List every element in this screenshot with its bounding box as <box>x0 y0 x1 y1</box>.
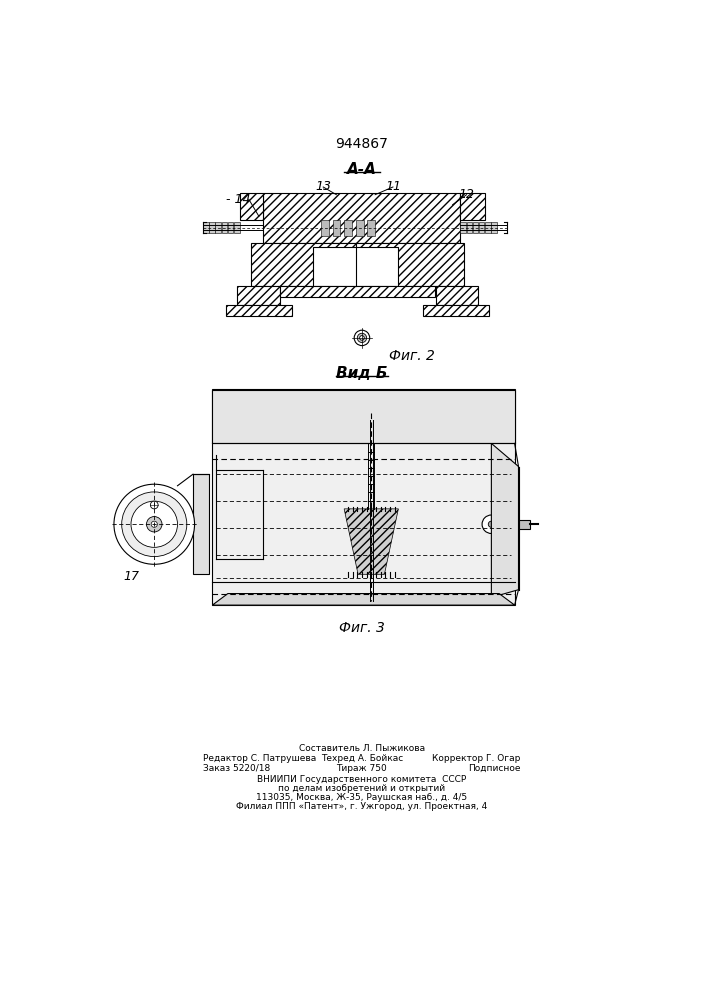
Circle shape <box>122 492 187 557</box>
Bar <box>313 247 398 286</box>
Bar <box>368 220 375 235</box>
Bar <box>356 220 363 235</box>
Text: 944867: 944867 <box>336 137 388 151</box>
Text: 17: 17 <box>123 570 139 583</box>
Bar <box>344 220 352 235</box>
Bar <box>255 390 464 420</box>
Circle shape <box>489 521 494 527</box>
Polygon shape <box>212 594 515 605</box>
Polygon shape <box>344 509 398 574</box>
Bar <box>467 222 472 233</box>
Text: - 14: - 14 <box>226 193 251 206</box>
Bar <box>212 389 515 443</box>
Bar <box>237 286 280 305</box>
Circle shape <box>354 330 370 346</box>
Text: Подписное: Подписное <box>468 764 521 773</box>
Text: 13: 13 <box>315 180 331 193</box>
Bar <box>436 286 478 305</box>
Bar <box>240 193 263 220</box>
Text: Техред А. Бойкас: Техред А. Бойкас <box>321 754 403 763</box>
Circle shape <box>482 515 501 533</box>
Bar <box>485 222 491 233</box>
Text: 12: 12 <box>459 188 474 201</box>
Bar <box>234 222 240 233</box>
Bar <box>280 286 435 297</box>
Bar <box>423 305 489 316</box>
Text: Тираж 750: Тираж 750 <box>337 764 387 773</box>
Text: Филиал ППП «Патент», г. Ужгород, ул. Проектная, 4: Филиал ППП «Патент», г. Ужгород, ул. Про… <box>236 802 488 811</box>
Bar <box>216 222 221 233</box>
Bar <box>510 520 530 529</box>
Bar <box>491 222 497 233</box>
Bar <box>479 222 484 233</box>
Circle shape <box>357 333 367 343</box>
Bar <box>321 220 329 235</box>
Text: ВНИИПИ Государственного комитета  СССР: ВНИИПИ Государственного комитета СССР <box>257 774 467 784</box>
Bar <box>222 222 227 233</box>
Circle shape <box>151 521 158 527</box>
Bar <box>263 193 460 243</box>
Circle shape <box>146 517 162 532</box>
Circle shape <box>131 501 177 547</box>
Bar <box>332 220 340 235</box>
Circle shape <box>114 484 194 564</box>
Text: по делам изобретений и открытий: по делам изобретений и открытий <box>279 784 445 793</box>
Circle shape <box>360 336 364 340</box>
Bar <box>251 243 464 286</box>
Bar <box>460 193 485 220</box>
Bar <box>228 222 233 233</box>
Text: Редактор С. Патрушева: Редактор С. Патрушева <box>203 754 316 763</box>
Text: Фиг. 2: Фиг. 2 <box>389 349 435 363</box>
Bar <box>226 305 292 316</box>
Text: Заказ 5220/18: Заказ 5220/18 <box>203 764 270 773</box>
Bar <box>212 389 515 605</box>
Text: Фиг. 3: Фиг. 3 <box>339 620 385 635</box>
Text: А-А: А-А <box>347 162 377 177</box>
Polygon shape <box>193 474 209 574</box>
Bar <box>460 222 466 233</box>
Text: Корректор Г. Огар: Корректор Г. Огар <box>433 754 521 763</box>
Text: Вид Б: Вид Б <box>337 366 387 381</box>
Bar <box>473 222 478 233</box>
Bar <box>203 222 209 233</box>
Text: Составитель Л. Пыжикова: Составитель Л. Пыжикова <box>299 744 425 753</box>
Text: 11: 11 <box>385 180 401 193</box>
Text: 113035, Москва, Ж-35, Раушская наб., д. 4/5: 113035, Москва, Ж-35, Раушская наб., д. … <box>257 793 467 802</box>
Bar <box>209 222 215 233</box>
Circle shape <box>151 501 158 509</box>
Polygon shape <box>491 443 518 597</box>
